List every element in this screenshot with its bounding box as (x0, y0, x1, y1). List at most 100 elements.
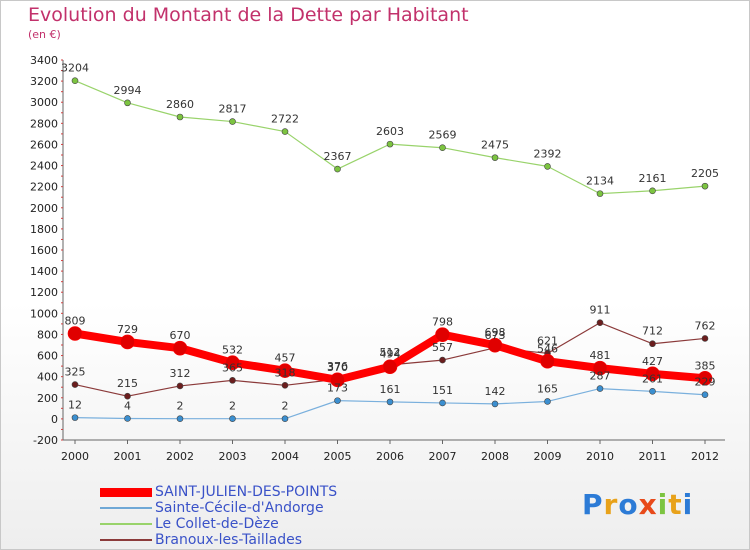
data-label: 261 (642, 372, 663, 385)
data-label: 427 (642, 355, 663, 368)
data-point (386, 398, 394, 406)
y-tick-label: 400 (37, 371, 58, 384)
y-tick-label: 1400 (30, 265, 58, 278)
data-point (439, 399, 446, 407)
data-label: 312 (170, 367, 191, 380)
data-point (277, 363, 293, 378)
data-label: 911 (590, 304, 611, 317)
legend-label: Branoux-les-Taillades (155, 532, 303, 548)
legend-label: Sainte-Cécile-d'Andorge (155, 500, 324, 516)
data-label: 376 (327, 360, 348, 373)
proxiti-logo: Proxiti (582, 488, 693, 521)
data-label: 2134 (586, 175, 614, 188)
data-label: 4 (124, 399, 131, 412)
data-label: 698 (485, 326, 506, 339)
legend: SAINT-JULIEN-DES-POINTS Sainte-Cécile-d'A… (100, 484, 400, 548)
data-point (229, 377, 236, 384)
data-point (172, 340, 188, 356)
data-label: 2569 (429, 129, 457, 142)
data-point (491, 154, 499, 161)
logo-letter: t (668, 488, 683, 521)
data-label: 2205 (691, 167, 719, 180)
data-label: 12 (68, 399, 82, 412)
legend-swatch (100, 523, 152, 525)
data-label: 318 (275, 366, 296, 379)
logo-letter: x (638, 488, 658, 521)
y-tick-label: 1800 (30, 223, 58, 236)
data-point (330, 372, 345, 388)
data-label: 762 (695, 319, 716, 332)
data-point (596, 385, 604, 392)
data-point (229, 118, 236, 125)
data-label: 229 (695, 376, 716, 389)
y-tick-label: 1600 (30, 244, 58, 257)
data-label: 670 (170, 329, 191, 342)
data-point (701, 182, 709, 190)
data-label: 2 (282, 400, 289, 413)
data-label: 365 (222, 361, 243, 374)
chart-subtitle: (en €) (28, 28, 61, 41)
data-label: 2367 (324, 150, 352, 163)
data-label: 2603 (376, 125, 404, 138)
data-point (540, 353, 555, 369)
data-point (435, 327, 450, 342)
data-label: 3204 (61, 62, 89, 75)
data-label: 557 (432, 341, 453, 354)
data-point (544, 398, 551, 405)
data-point (544, 163, 551, 170)
data-point (334, 165, 341, 173)
x-tick-label: 2003 (219, 450, 247, 463)
data-label: 2161 (639, 172, 667, 185)
data-point (176, 415, 184, 422)
data-label: 729 (117, 323, 138, 336)
data-label: 532 (222, 344, 243, 357)
data-label: 621 (537, 334, 558, 347)
y-tick-label: 0 (51, 413, 58, 426)
logo-letter: r (603, 488, 619, 521)
data-point (71, 77, 79, 84)
data-point (176, 382, 184, 390)
legend-swatch (100, 539, 152, 541)
data-label: 142 (485, 385, 506, 398)
data-label: 712 (642, 325, 663, 338)
x-tick-label: 2001 (114, 450, 142, 463)
data-label: 481 (590, 349, 611, 362)
data-label: 325 (65, 366, 86, 379)
data-point (701, 335, 709, 342)
x-tick-label: 2007 (429, 450, 457, 463)
data-label: 2 (229, 400, 236, 413)
data-label: 2722 (271, 113, 299, 126)
data-label: 287 (590, 370, 611, 383)
data-label: 457 (275, 352, 296, 365)
x-tick-label: 2004 (271, 450, 299, 463)
data-point (649, 340, 656, 348)
data-point (487, 337, 503, 353)
legend-item: Branoux-les-Taillades (100, 532, 400, 548)
data-point (225, 355, 240, 371)
data-point (649, 187, 656, 195)
data-point (281, 128, 289, 135)
data-point (281, 382, 289, 389)
y-tick-label: 2600 (30, 138, 58, 151)
data-label: 2 (177, 400, 184, 413)
line-chart: -200 0 200 400 600 800 1000 1200 1400 1600 1800 200… (30, 54, 725, 463)
x-tick-label: 2010 (586, 450, 614, 463)
data-point (71, 414, 79, 421)
data-label: 2475 (481, 139, 509, 152)
data-label: 2817 (219, 103, 247, 116)
data-point (382, 359, 398, 375)
y-tick-label: 1000 (30, 307, 58, 320)
data-label: 512 (380, 346, 401, 359)
y-tick-label: -200 (33, 434, 58, 447)
y-tick-label: 2400 (30, 160, 58, 173)
data-label: 173 (327, 382, 348, 395)
x-tick-label: 2005 (324, 450, 352, 463)
data-point (281, 415, 289, 422)
data-label: 494 (380, 348, 401, 361)
logo-letter: i (657, 488, 669, 521)
data-point (124, 415, 131, 422)
data-label: 215 (117, 377, 138, 390)
legend-swatch (100, 487, 152, 497)
legend-item: Le Collet-de-Dèze (100, 516, 400, 532)
